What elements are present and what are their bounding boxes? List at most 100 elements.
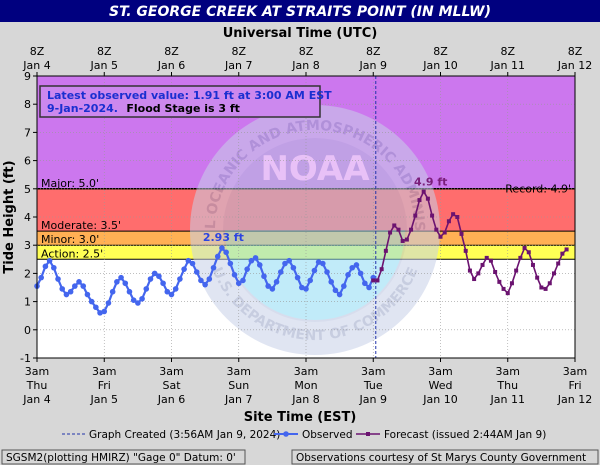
forecast-point <box>551 271 556 276</box>
bottom-tick-date: Jan 5 <box>90 393 118 406</box>
observed-point <box>206 276 213 282</box>
observed-point <box>294 274 301 281</box>
top-tick-time: 8Z <box>231 45 246 58</box>
observed-point <box>181 266 187 272</box>
observed-point <box>168 291 175 298</box>
bottom-tick-day: Tue <box>363 379 383 392</box>
observed-point <box>303 286 309 292</box>
bottom-tick-time: 3am <box>563 365 587 378</box>
observed-point <box>307 277 314 284</box>
forecast-point <box>530 262 535 267</box>
observed-point <box>261 273 267 280</box>
forecast-point <box>375 278 380 283</box>
latest-box-frame <box>39 85 321 118</box>
legend-observed: Observed <box>302 429 353 441</box>
forecast-point <box>383 248 388 253</box>
observed-point <box>235 280 242 287</box>
observed-point <box>210 264 217 271</box>
bottom-tick-time: 3am <box>25 365 49 378</box>
observed-point <box>286 257 292 264</box>
bottom-tick-day: Sat <box>162 379 181 392</box>
stage-label-action: Action: 2.5' <box>41 247 103 260</box>
legend-forecast: Forecast (issued 2:44AM Jan 9) <box>384 429 546 441</box>
observed-point <box>97 310 103 316</box>
observed-point <box>248 257 255 264</box>
forecast-point <box>438 234 443 239</box>
observed-point <box>324 269 330 275</box>
observed-point <box>114 279 120 285</box>
series-layer <box>34 189 569 316</box>
observed-point <box>353 262 360 268</box>
observed-point <box>88 298 95 305</box>
footer-right-box <box>291 449 599 465</box>
chart-title: ST. GEORGE CREEK AT STRAITS POINT (IN ML… <box>109 4 491 20</box>
y-tick-label: 1 <box>24 296 31 309</box>
y-tick-label: 6 <box>24 155 31 168</box>
forecast-point <box>522 246 527 251</box>
top-tick-date: Jan 12 <box>557 59 592 72</box>
observed-point <box>290 264 297 271</box>
observed-point <box>160 280 166 287</box>
observed-point <box>240 277 246 284</box>
observed-point <box>277 269 284 275</box>
record-label: Record: 4.9' <box>505 183 571 196</box>
observed-point <box>366 284 372 291</box>
top-tick-time: 8Z <box>30 45 45 58</box>
forecast-point <box>446 219 451 224</box>
observed-point <box>227 260 234 267</box>
observed-point <box>147 276 154 282</box>
observed-point <box>265 283 271 289</box>
top-tick-time: 8Z <box>366 45 381 58</box>
legend-forecast-marker <box>366 432 370 436</box>
observed-point <box>80 283 87 289</box>
plot-border <box>36 75 576 359</box>
forecast-point <box>392 223 397 228</box>
forecast-point <box>514 268 519 273</box>
forecast-point <box>472 277 477 282</box>
forecast-point <box>501 286 506 291</box>
observed-point <box>59 286 66 292</box>
forecast-point <box>396 227 401 232</box>
observed-point <box>63 291 70 298</box>
bottom-tick-time: 3am <box>92 365 116 378</box>
observed-point <box>320 260 326 267</box>
forecast-point <box>434 227 439 232</box>
observed-point <box>55 276 61 282</box>
observed-point <box>51 264 57 271</box>
forecast-point <box>497 279 502 284</box>
stage-label-major: Major: 5.0' <box>41 177 99 190</box>
observed-point <box>214 253 221 260</box>
observed-point <box>336 291 343 298</box>
bottom-tick-date: Jan 11 <box>490 393 525 406</box>
observed-point <box>46 257 53 264</box>
forecast-point <box>526 250 531 255</box>
forecast-point <box>539 285 544 290</box>
observed-point <box>315 259 322 265</box>
bottom-tick-date: Jan 12 <box>557 393 592 406</box>
forecast-point <box>451 212 456 217</box>
observed-point <box>76 279 82 285</box>
bottom-tick-time: 3am <box>428 365 452 378</box>
forecast-point <box>400 238 405 243</box>
observed-point <box>126 288 133 295</box>
bottom-tick-day: Sun <box>228 379 249 392</box>
forecast-point <box>430 213 435 218</box>
top-tick-date: Jan 7 <box>224 59 252 72</box>
y-tick-label: 0 <box>24 324 31 337</box>
bottom-tick-time: 3am <box>294 365 318 378</box>
bottom-tick-date: Jan 7 <box>224 393 252 406</box>
stage-label-moderate: Moderate: 3.5' <box>41 219 121 232</box>
observed-point <box>189 260 196 267</box>
stage-label-minor: Minor: 3.0' <box>41 233 99 246</box>
peak-label: 4.9 ft <box>414 176 447 189</box>
y-tick-label: 3 <box>24 239 31 252</box>
observed-point <box>67 288 74 295</box>
observed-point <box>42 263 49 270</box>
y-tick-label: 7 <box>24 126 31 139</box>
observed-point <box>38 274 45 281</box>
y-tick-label: 9 <box>24 70 31 83</box>
observed-point <box>84 291 91 298</box>
